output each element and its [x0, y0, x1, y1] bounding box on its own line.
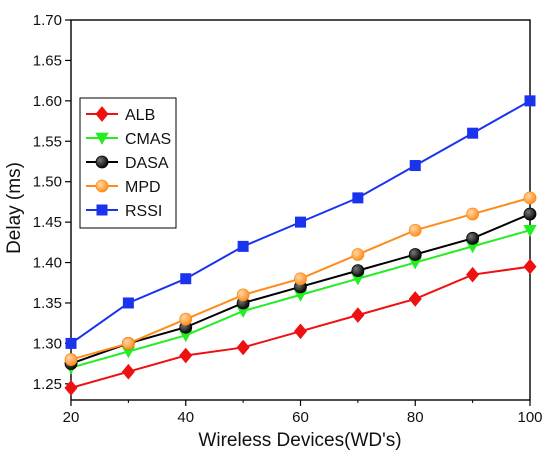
y-tick-label: 1.65 — [33, 52, 62, 69]
data-point — [293, 323, 308, 340]
data-point — [64, 353, 78, 366]
data-point — [408, 291, 422, 307]
legend-label: ALB — [125, 107, 155, 124]
data-point — [95, 155, 109, 169]
data-point — [96, 204, 108, 216]
data-point — [466, 231, 480, 245]
y-tick-label: 1.50 — [33, 174, 62, 191]
data-point — [351, 307, 365, 323]
data-point — [408, 223, 422, 237]
legend-item-cmas: CMAS — [86, 131, 171, 148]
y-tick-label: 1.60 — [33, 93, 62, 110]
data-point — [466, 266, 480, 283]
data-point — [523, 258, 537, 275]
legend-item-mpd: MPD — [86, 179, 161, 196]
data-point — [523, 207, 537, 221]
legend-item-alb: ALB — [86, 106, 155, 124]
x-axis-label: Wireless Devices(WD's) — [198, 430, 401, 451]
data-point — [95, 106, 109, 122]
data-point — [294, 216, 306, 228]
legend-item-dasa: DASA — [86, 155, 169, 172]
x-tick-label: 100 — [517, 409, 542, 426]
y-tick-label: 1.35 — [33, 295, 62, 312]
data-point — [122, 297, 134, 309]
data-point — [179, 347, 193, 364]
data-point — [95, 179, 109, 193]
data-point — [524, 95, 536, 107]
data-point — [351, 248, 365, 261]
data-point — [352, 192, 364, 204]
data-point — [236, 288, 250, 302]
data-point — [65, 337, 77, 349]
legend: ALB CMAS DASA MPD RSSI — [79, 97, 177, 229]
legend-label: MPD — [125, 179, 161, 196]
data-point — [180, 273, 192, 285]
data-point — [121, 363, 135, 380]
x-tick-label: 20 — [63, 409, 80, 426]
data-point — [523, 191, 537, 205]
y-axis-label: Delay (ms) — [4, 162, 25, 254]
x-tick-label: 60 — [292, 409, 309, 426]
legend-label: DASA — [125, 155, 169, 172]
y-tick-label: 1.70 — [33, 12, 62, 29]
series-rssi — [65, 95, 536, 349]
legend-label: CMAS — [125, 131, 171, 148]
data-point — [466, 207, 480, 221]
axes: 20 40 60 80 100 1.25 1.30 1.35 1.40 1.45 1.50 1.55 1… — [33, 12, 543, 426]
data-point — [351, 264, 365, 278]
data-point — [179, 312, 193, 326]
data-point — [523, 225, 537, 238]
y-tick-label: 1.30 — [33, 335, 62, 352]
x-tick-label: 80 — [407, 409, 424, 426]
data-point — [467, 127, 479, 139]
legend-item-rssi: RSSI — [86, 203, 162, 220]
x-tick-label: 40 — [177, 409, 194, 426]
series-layer — [64, 95, 537, 396]
data-point — [95, 132, 109, 145]
data-point — [236, 339, 250, 356]
y-tick-label: 1.45 — [33, 214, 62, 231]
series-mpd — [64, 191, 537, 366]
y-tick-label: 1.25 — [33, 376, 62, 393]
data-point — [294, 272, 307, 286]
data-point — [121, 337, 135, 350]
data-point — [64, 380, 78, 396]
data-point — [409, 160, 421, 172]
data-point — [237, 240, 249, 252]
data-point — [408, 248, 422, 261]
y-tick-label: 1.40 — [33, 255, 62, 272]
legend-label: RSSI — [125, 203, 162, 220]
y-tick-label: 1.55 — [33, 133, 62, 150]
series-alb — [64, 258, 537, 396]
